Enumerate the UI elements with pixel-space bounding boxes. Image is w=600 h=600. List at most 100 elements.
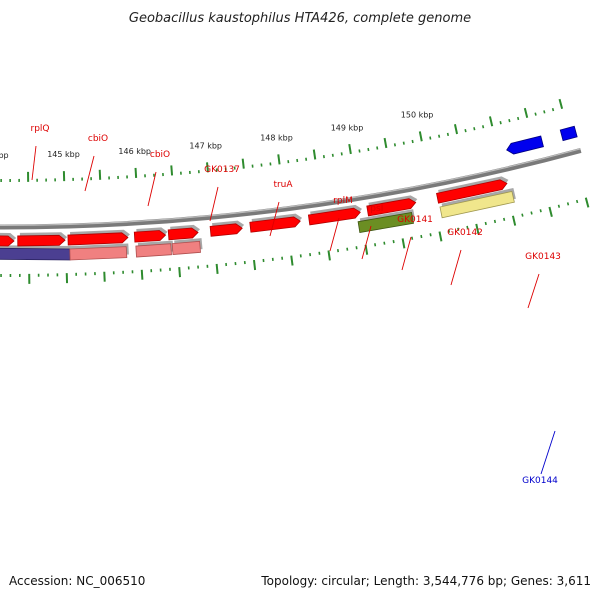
inner-tick	[367, 147, 370, 152]
outer-tick	[411, 236, 414, 240]
cds-arrow-3	[17, 234, 66, 247]
label-leader	[31, 145, 37, 181]
backbone	[0, 147, 582, 230]
outer-tick	[420, 234, 423, 239]
cds-arrow-8	[249, 216, 301, 233]
outer-tick	[530, 211, 533, 215]
outer-tick	[511, 215, 517, 226]
outer-tick	[327, 250, 331, 261]
inner-tick	[534, 112, 537, 116]
map-title: Geobacillus kaustophilus HTA426, complet…	[129, 11, 471, 26]
outer-tick	[484, 221, 487, 226]
cds-arrow-5-group	[133, 227, 168, 243]
gene-label: cbiO	[88, 134, 108, 144]
cds-arrow-7-group	[209, 220, 245, 237]
inner-tick	[241, 158, 245, 169]
gene-GK0142-group	[357, 209, 416, 234]
inner-tick	[446, 132, 450, 137]
gene-label: rpsI	[367, 204, 384, 214]
outer-tick	[493, 219, 497, 224]
outer-tick	[429, 233, 432, 237]
cds-arrow-8-group	[249, 213, 303, 233]
gene-track	[0, 187, 516, 261]
gene-rplM-group	[135, 240, 174, 258]
outer-tick	[575, 199, 579, 204]
gene-label: GK0137	[204, 165, 240, 175]
cds-arrow-7	[209, 223, 243, 237]
cds-track	[0, 125, 578, 247]
outer-tick	[521, 213, 524, 217]
inner-tick	[348, 143, 352, 155]
cds-arrow-6	[167, 227, 199, 241]
inner-tick	[473, 127, 476, 131]
kbp-label: 147 kbp	[189, 141, 222, 150]
inner-tick	[312, 149, 317, 160]
backbone-arc	[0, 147, 582, 230]
cds-arrow-reverse-edge	[559, 125, 578, 142]
gene-label: truA	[273, 180, 293, 190]
inner-tick	[453, 124, 459, 135]
inner-tick	[488, 116, 494, 127]
cds-arrow-10-group	[366, 195, 418, 217]
label-leader	[361, 225, 372, 260]
cds-arrow-3-group	[17, 232, 68, 247]
gene-truA	[69, 246, 128, 261]
inner-tick	[411, 139, 414, 144]
label-leader	[329, 217, 340, 252]
cds-arrow-4-group	[67, 229, 130, 246]
cds-arrow-reverse	[506, 135, 544, 155]
outer-tick	[503, 217, 506, 222]
backbone-highlight	[0, 148, 581, 226]
outer-tick	[557, 204, 561, 208]
inner-tick	[499, 121, 502, 125]
cds-arrow-9	[307, 207, 361, 226]
cds-arrow-6-group	[167, 224, 200, 241]
accession-label: Accession: NC_006510	[9, 574, 146, 588]
gene-labels: rplQ cbiO cbiO GK0137 truA rplM rpsI GK0141 GK01…	[31, 124, 561, 486]
inner-tick	[206, 162, 209, 173]
kbp-label: 146 kbp	[118, 147, 151, 156]
gene-label: GK0143	[525, 252, 561, 262]
cds-arrow-2-group	[0, 232, 17, 247]
inner-tick	[383, 137, 388, 149]
kbp-label: 149 kbp	[331, 123, 364, 132]
gene-label: rplM	[333, 196, 353, 206]
cds-arrow-2	[0, 235, 15, 247]
inner-tick	[393, 143, 397, 147]
outer-tick	[457, 227, 460, 231]
outer-tick	[584, 197, 590, 208]
gene-label: cbiO	[150, 150, 170, 160]
inner-tick	[134, 167, 138, 178]
gene-label: GK0141	[397, 215, 433, 225]
gene-cbiO-block-group	[0, 245, 73, 261]
outer-tick	[566, 202, 570, 206]
inner-tick	[170, 165, 174, 176]
label-leader	[540, 430, 556, 475]
outer-tick	[539, 209, 542, 213]
inner-tick	[418, 131, 423, 142]
label-leader	[147, 171, 157, 207]
outer-tick	[215, 263, 219, 274]
outer-tick	[438, 231, 443, 242]
cds-arrow-4	[67, 232, 129, 246]
label-leader	[401, 236, 412, 271]
cds-arrow-11-group	[436, 176, 509, 204]
inner-tick	[523, 107, 529, 119]
gene-label: rplQ	[31, 124, 50, 134]
label-leader	[84, 155, 95, 192]
outer-tick	[140, 269, 144, 280]
gene-GK0143	[439, 190, 515, 219]
inner-tick	[402, 141, 405, 145]
outer-tick	[383, 241, 386, 245]
inner-tick	[438, 134, 441, 138]
gene-GK0143-group	[439, 187, 516, 219]
inner-tick	[551, 107, 555, 112]
inner-tick	[481, 125, 485, 129]
gene-label: GK0144	[522, 476, 558, 486]
inner-tick	[429, 136, 432, 140]
inner-tick	[516, 116, 520, 121]
outer-tick	[392, 239, 395, 244]
